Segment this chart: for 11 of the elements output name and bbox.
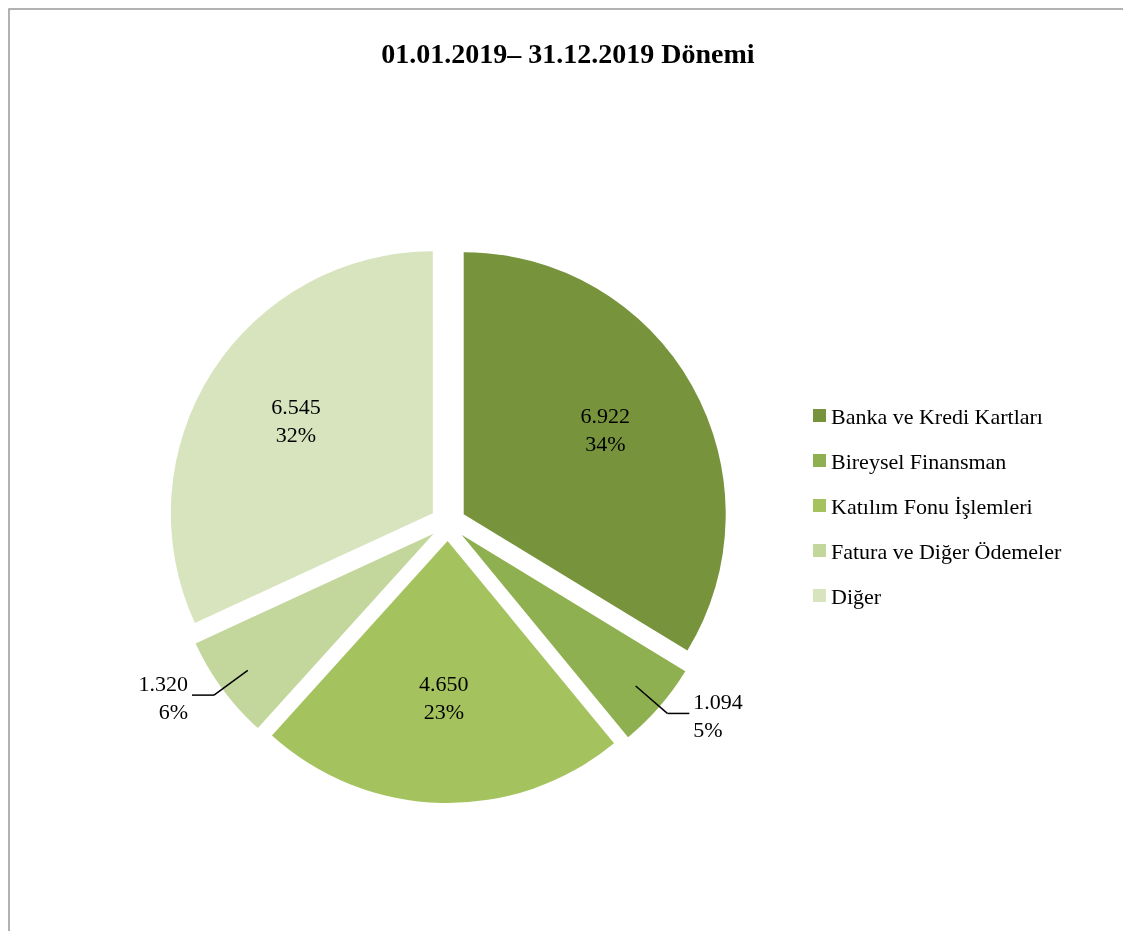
legend-label: Bireysel Finansman	[831, 448, 1007, 474]
data-label: 1.320 6%	[138, 671, 188, 725]
data-label: 4.650 23%	[419, 671, 469, 725]
legend-label: Fatura ve Diğer Ödemeler	[831, 538, 1062, 564]
data-label: 1.094 5%	[693, 689, 743, 743]
chart-title: 01.01.2019– 31.12.2019 Dönemi	[381, 38, 755, 69]
data-label: 6.922 34%	[580, 402, 631, 456]
legend-label: Banka ve Kredi Kartları	[831, 403, 1043, 429]
data-label: 6.545 32%	[271, 393, 321, 447]
legend-label: Katılım Fonu İşlemleri	[831, 493, 1033, 519]
legend-label: Diğer	[831, 583, 882, 609]
